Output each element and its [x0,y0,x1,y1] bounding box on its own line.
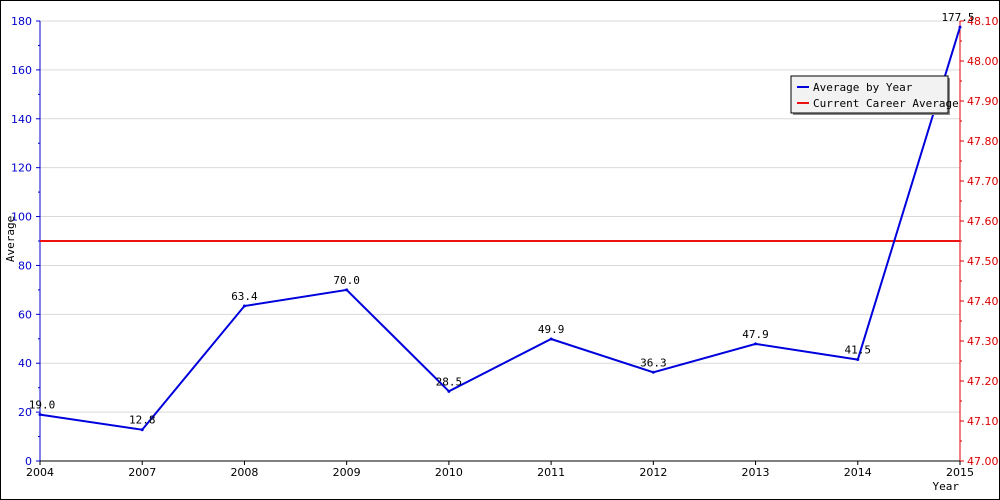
left-axis-tick-label: 140 [11,113,32,126]
data-point [140,428,144,432]
x-axis-tick-label: 2010 [435,466,463,479]
data-point [856,358,860,362]
x-axis-title: Year [933,480,960,493]
right-axis-tick-label: 48.10 [967,15,999,28]
data-label: 19.0 [29,399,56,412]
data-label: 177.5 [941,11,974,24]
data-point [958,25,962,29]
y-axis-title: Average [4,216,17,262]
x-axis-tick-label: 2009 [333,466,361,479]
left-axis-tick-label: 180 [11,15,32,28]
left-axis-tick-label: 0 [25,455,32,468]
data-point [549,337,553,341]
left-axis-tick-label: 20 [18,406,32,419]
right-axis-tick-label: 47.30 [967,335,999,348]
right-axis-tick-label: 48.00 [967,55,999,68]
data-label: 49.9 [538,323,565,336]
data-point [38,413,42,417]
data-label: 12.8 [129,414,156,427]
legend-label: Average by Year [813,81,913,94]
data-point [447,389,451,393]
data-point [345,288,349,292]
legend-label: Current Career Average [813,97,959,110]
x-axis-tick-label: 2014 [844,466,872,479]
data-label: 47.9 [742,328,769,341]
x-axis-tick-label: 2011 [537,466,565,479]
x-axis-tick-label: 2013 [742,466,770,479]
x-axis-tick-label: 2012 [639,466,667,479]
data-point [242,304,246,308]
left-axis-tick-label: 120 [11,162,32,175]
legend [790,75,949,114]
x-axis-tick-label: 2015 [946,466,974,479]
x-axis-tick-label: 2008 [230,466,258,479]
data-label: 63.4 [231,290,258,303]
left-axis-tick-label: 60 [18,308,32,321]
left-axis-tick-label: 40 [18,357,32,370]
left-axis-tick-label: 160 [11,64,32,77]
right-axis-tick-label: 47.80 [967,135,999,148]
right-axis-tick-label: 47.70 [967,175,999,188]
right-axis-tick-label: 47.00 [967,455,999,468]
right-axis-tick-label: 47.50 [967,255,999,268]
data-point [754,342,758,346]
data-label: 28.5 [436,375,463,388]
data-label: 70.0 [333,274,360,287]
x-axis-tick-label: 2004 [26,466,54,479]
right-axis-tick-label: 47.10 [967,415,999,428]
right-axis-tick-label: 47.90 [967,95,999,108]
x-axis-tick-label: 2007 [128,466,156,479]
data-label: 36.3 [640,356,667,369]
series-line-average-by-year [39,26,961,431]
right-axis-tick-label: 47.20 [967,375,999,388]
data-point [651,370,655,374]
left-axis-tick-label: 100 [11,211,32,224]
data-label: 41.5 [845,344,872,357]
right-axis-tick-label: 47.40 [967,295,999,308]
left-axis-tick-label: 80 [18,259,32,272]
right-axis-tick-label: 47.60 [967,215,999,228]
